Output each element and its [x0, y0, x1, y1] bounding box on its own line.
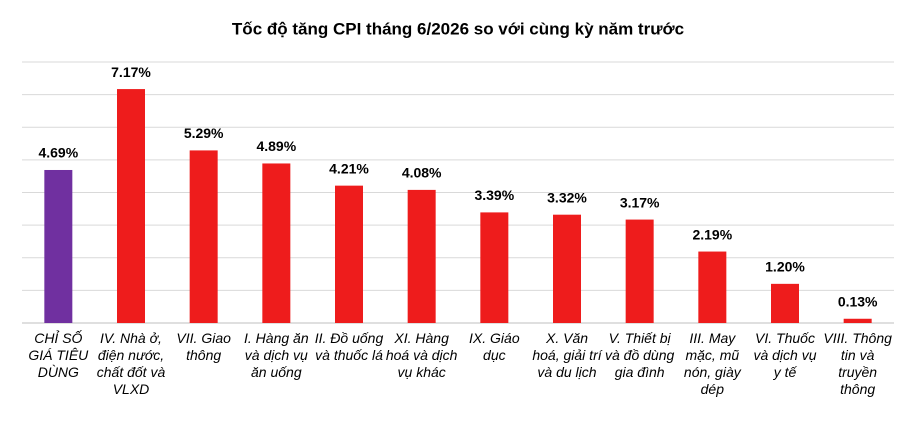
bar — [553, 214, 581, 323]
x-tick-label: VI. Thuốc và dịch vụ y tế — [753, 330, 817, 380]
value-label: 4.69% — [38, 145, 78, 161]
bar — [698, 251, 727, 323]
value-label: 3.32% — [547, 189, 587, 205]
value-label: 3.39% — [474, 187, 514, 203]
x-tick-label: IV. Nhà ở, điện nước, chất đốt và VLXD — [96, 330, 166, 397]
x-tick-label: CHỈ SỐ GIÁ TIÊU DÙNG — [28, 330, 89, 380]
bar — [843, 318, 872, 323]
bar — [44, 169, 73, 323]
value-label: 4.08% — [402, 165, 442, 181]
value-label: 7.17% — [111, 64, 151, 80]
x-tick-label: XI. Hàng hoá và dịch vụ khác — [385, 330, 458, 380]
bar — [625, 219, 654, 323]
value-label: 1.20% — [765, 259, 805, 275]
x-tick-label: X. Văn hoá, giải trí và du lịch — [532, 330, 602, 380]
value-label: 4.21% — [329, 160, 369, 176]
value-label: 5.29% — [184, 125, 224, 141]
x-tick-label: VIII. Thông tin và truyền thông — [823, 330, 892, 397]
value-label: 0.13% — [838, 293, 878, 309]
x-tick-label: II. Đồ uống và thuốc lá — [314, 330, 384, 363]
x-tick-label: V. Thiết bị và đồ dùng gia đình — [605, 330, 675, 380]
x-tick-label: I. Hàng ăn và dịch vụ ăn uống — [244, 330, 309, 380]
chart-title: Tốc độ tăng CPI tháng 6/2026 so với cùng… — [232, 19, 684, 38]
bar — [335, 185, 363, 323]
value-label: 4.89% — [256, 138, 296, 154]
value-label: 2.19% — [692, 226, 732, 242]
bar — [407, 189, 436, 323]
value-label: 3.17% — [620, 194, 660, 210]
x-tick-label: IX. Giáo dục — [469, 330, 520, 363]
bar — [480, 212, 509, 323]
x-tick-label: VII. Giao thông — [176, 330, 231, 363]
bar — [117, 89, 145, 323]
x-tick-label: III. May mặc, mũ nón, giày dép — [683, 330, 741, 397]
bar — [189, 150, 218, 323]
bar — [262, 163, 291, 323]
bar — [771, 283, 799, 323]
